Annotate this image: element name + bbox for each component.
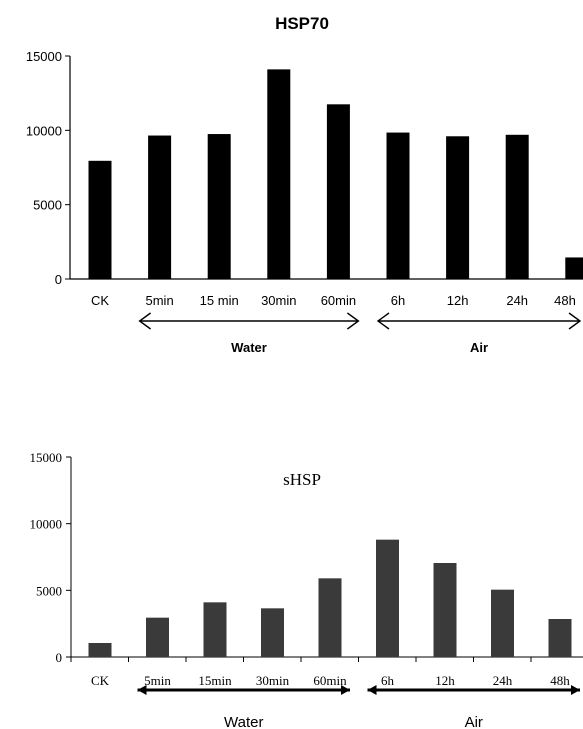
shsp-x-label: 24h bbox=[493, 673, 513, 688]
shsp-bar-1 bbox=[88, 643, 112, 657]
shsp-group-air-arrowhead-left bbox=[367, 685, 377, 695]
hsp70-group-water-arrowhead-left bbox=[138, 312, 152, 330]
shsp-x-labels: CK 5min 15min 30min 60min 6h 12h 24h 48h bbox=[91, 673, 570, 688]
hsp70-bar-8 bbox=[505, 134, 529, 279]
shsp-bar-8 bbox=[491, 589, 514, 657]
hsp70-x-labels: CK 5min 15 min 30min 60min 6h 12h 24h 48h bbox=[91, 293, 576, 308]
hsp70-x-label: 5min bbox=[146, 293, 174, 308]
shsp-groups: Water Air bbox=[137, 685, 580, 729]
shsp-x-label: 30min bbox=[256, 673, 290, 688]
shsp-x-label: 48h bbox=[550, 673, 570, 688]
shsp-y-tick-label: 0 bbox=[56, 650, 63, 665]
shsp-x-label: CK bbox=[91, 673, 110, 688]
hsp70-bars bbox=[88, 69, 583, 279]
hsp70-bar-9 bbox=[565, 257, 583, 279]
shsp-bar-6 bbox=[376, 539, 399, 657]
shsp-x-label: 12h bbox=[435, 673, 455, 688]
shsp-bar-2 bbox=[146, 617, 169, 657]
hsp70-groups: Water Air bbox=[138, 312, 582, 355]
hsp70-y-tick-label: 15000 bbox=[26, 49, 62, 64]
hsp70-x-label: 12h bbox=[447, 293, 469, 308]
hsp70-chart: HSP70 0 5000 10000 15000 CK 5min 15 min 30min 6… bbox=[26, 14, 583, 355]
hsp70-group-water-arrowhead-right bbox=[346, 312, 360, 330]
hsp70-y-tick-label: 5000 bbox=[33, 198, 62, 213]
shsp-y-ticks: 0 5000 10000 15000 bbox=[30, 450, 532, 665]
shsp-bar-7 bbox=[433, 563, 457, 657]
shsp-bar-5 bbox=[318, 578, 342, 657]
hsp70-x-label: 30min bbox=[261, 293, 296, 308]
shsp-x-label: 15min bbox=[198, 673, 232, 688]
hsp70-group-water-label: Water bbox=[231, 340, 267, 355]
hsp70-bar-1 bbox=[88, 160, 112, 279]
hsp70-title: HSP70 bbox=[275, 14, 329, 33]
hsp70-x-label: 6h bbox=[391, 293, 405, 308]
shsp-group-air-label: Air bbox=[465, 714, 483, 729]
hsp70-group-air-label: Air bbox=[470, 340, 488, 355]
hsp70-y-ticks: 0 5000 10000 15000 bbox=[26, 49, 70, 287]
shsp-group-water-arrowhead-right bbox=[341, 685, 350, 695]
hsp70-x-label: 24h bbox=[506, 293, 528, 308]
hsp70-y-tick-label: 10000 bbox=[26, 123, 62, 138]
shsp-x-label: 60min bbox=[313, 673, 347, 688]
shsp-bars bbox=[88, 539, 572, 657]
shsp-bar-4 bbox=[261, 608, 284, 657]
shsp-chart: sHSP 0 5000 10000 15000 CK 5min 15min 30min 60m… bbox=[30, 450, 583, 729]
shsp-bar-3 bbox=[203, 602, 227, 657]
shsp-x-label: 5min bbox=[144, 673, 171, 688]
shsp-title: sHSP bbox=[283, 470, 321, 489]
hsp70-bar-2 bbox=[148, 135, 172, 279]
hsp70-x-label: 48h bbox=[554, 293, 576, 308]
shsp-bar-9 bbox=[548, 619, 572, 657]
shsp-group-water-arrowhead-left bbox=[137, 685, 147, 695]
shsp-y-tick-label: 10000 bbox=[30, 517, 63, 532]
shsp-group-water-label: Water bbox=[224, 714, 263, 729]
hsp70-x-label: 60min bbox=[321, 293, 356, 308]
hsp70-bar-6 bbox=[386, 132, 410, 279]
hsp70-y-tick-label: 0 bbox=[55, 272, 62, 287]
hsp70-bar-5 bbox=[326, 104, 350, 279]
hsp70-group-air-arrowhead-right bbox=[568, 312, 582, 330]
shsp-y-tick-label: 15000 bbox=[30, 450, 63, 465]
hsp70-bar-7 bbox=[446, 136, 470, 279]
hsp70-x-label: CK bbox=[91, 293, 109, 308]
hsp70-bar-3 bbox=[207, 134, 231, 279]
shsp-y-tick-label: 5000 bbox=[36, 583, 62, 598]
shsp-x-label: 6h bbox=[381, 673, 395, 688]
hsp70-group-air-arrowhead-left bbox=[376, 312, 390, 330]
shsp-group-air-arrowhead-right bbox=[571, 685, 580, 695]
hsp70-x-label: 15 min bbox=[200, 293, 239, 308]
hsp70-bar-4 bbox=[267, 69, 291, 279]
